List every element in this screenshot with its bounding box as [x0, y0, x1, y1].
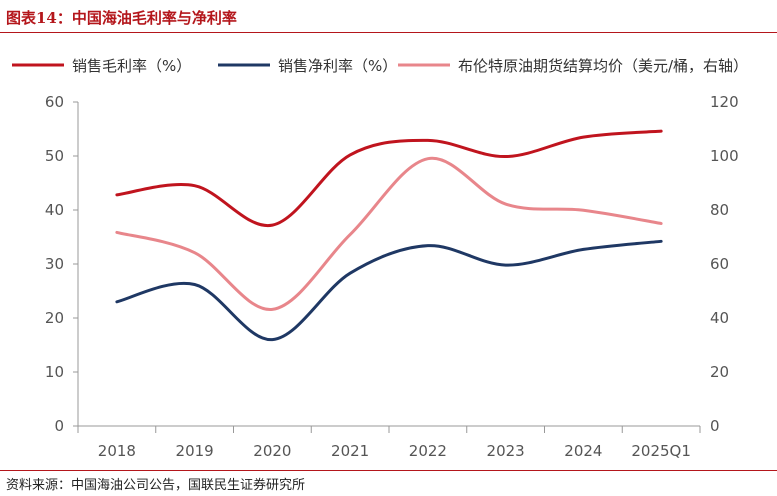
- chart-legend: 销售毛利率（%） 销售净利率（%） 布伦特原油期货结算均价（美元/桶，右轴）: [12, 57, 748, 75]
- series-line: [115, 156, 663, 311]
- series-2: [115, 239, 663, 342]
- x-tick-label: 2021: [331, 442, 369, 460]
- y-right-tick-label: 40: [710, 309, 729, 327]
- legend-label: 销售净利率（%）: [278, 57, 397, 75]
- legend-label: 布伦特原油期货结算均价（美元/桶，右轴）: [458, 57, 748, 75]
- y-right-tick-label: 120: [710, 93, 739, 111]
- figure-title: 图表14：中国海油毛利率与净利率: [6, 9, 237, 27]
- y-right-tick-label: 100: [710, 147, 739, 165]
- y-left-tick-label: 50: [45, 147, 64, 165]
- y-left-tick-label: 20: [45, 309, 64, 327]
- y-left-tick-label: 30: [45, 255, 64, 273]
- series-line: [115, 129, 663, 227]
- x-tick-label: 2024: [564, 442, 602, 460]
- y-left-tick-label: 0: [54, 417, 64, 435]
- x-tick-label: 2023: [487, 442, 525, 460]
- y-left-tick-label: 10: [45, 363, 64, 381]
- y-right-tick-label: 0: [710, 417, 720, 435]
- x-tick-label: 2025Q1: [631, 442, 691, 460]
- source-note: 资料来源：中国海油公司公告，国联民生证券研究所: [6, 478, 306, 493]
- x-tick-label: 2019: [176, 442, 214, 460]
- line-chart: 销售毛利率（%） 销售净利率（%） 布伦特原油期货结算均价（美元/桶，右轴） 0 10…: [12, 57, 748, 460]
- chart-series: [115, 129, 663, 342]
- x-tick-label: 2022: [409, 442, 447, 460]
- y-left-tick-label: 60: [45, 93, 64, 111]
- y-right-tick-label: 20: [710, 363, 729, 381]
- x-tick-label: 2020: [253, 442, 291, 460]
- chart-axes: 0 10 20 30 40 50 60 0 20 40 60 80 100 120 2018 2019 2020…: [45, 93, 739, 460]
- y-right-tick-label: 60: [710, 255, 729, 273]
- figure-header: 图表14：中国海油毛利率与净利率: [0, 0, 777, 33]
- y-right-tick-label: 80: [710, 201, 729, 219]
- footer-divider: [0, 470, 777, 471]
- y-left-tick-label: 40: [45, 201, 64, 219]
- x-tick-label: 2018: [98, 442, 136, 460]
- series-1: [115, 129, 663, 227]
- header-divider: [0, 32, 777, 33]
- series-3: [115, 156, 663, 311]
- series-line: [115, 239, 663, 342]
- legend-label: 销售毛利率（%）: [72, 57, 191, 75]
